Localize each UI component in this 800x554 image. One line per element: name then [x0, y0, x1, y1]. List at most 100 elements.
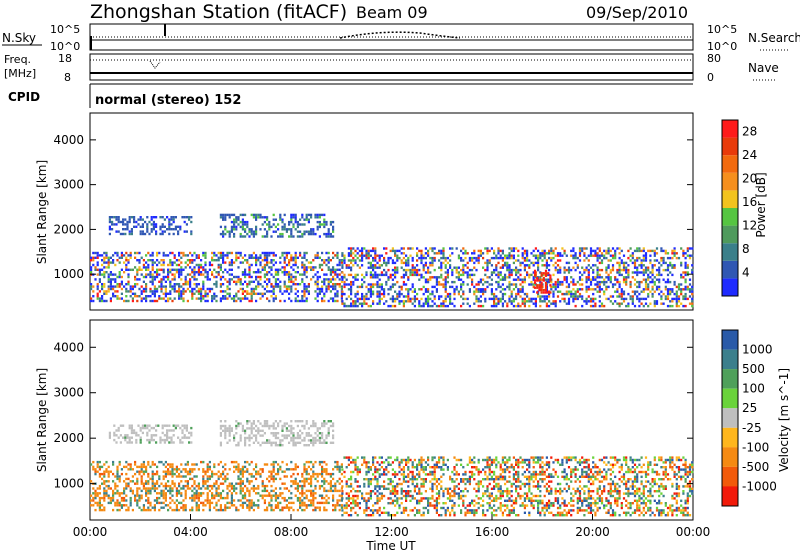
echo-cell [574, 261, 577, 265]
echo-cell [539, 280, 542, 284]
echo-cell [307, 283, 310, 286]
echo-cell [136, 251, 139, 255]
echo-cell [137, 218, 140, 221]
echo-cell [195, 508, 198, 512]
echo-cell [618, 295, 621, 298]
echo-cell [215, 275, 218, 279]
echo-cell [618, 304, 621, 308]
echo-cell [581, 266, 584, 269]
echo-cell [266, 422, 269, 425]
echo-cell [235, 299, 238, 303]
echo-cell [316, 480, 319, 483]
echo-cell [239, 235, 242, 238]
echo-cell [350, 247, 353, 250]
echo-cell [369, 482, 372, 486]
echo-cell [113, 438, 116, 442]
echo-cell [542, 279, 545, 282]
echo-cell [158, 261, 161, 264]
echo-cell [126, 436, 129, 439]
echo-cell [200, 266, 203, 269]
echo-cell [521, 285, 524, 289]
echo-cell [552, 264, 555, 267]
echo-cell [402, 252, 405, 255]
echo-cell [336, 299, 339, 303]
echo-cell [442, 304, 445, 308]
echo-cell [446, 268, 449, 272]
echo-cell [629, 254, 632, 257]
echo-cell [235, 482, 238, 485]
echo-cell [130, 431, 133, 435]
echo-cell [296, 256, 299, 259]
echo-cell [422, 268, 425, 272]
echo-cell [145, 287, 148, 291]
echo-cell [545, 295, 548, 298]
echo-cell [246, 427, 249, 430]
echo-cell [107, 487, 110, 490]
echo-cell [528, 273, 531, 277]
nsearch-tick-bottom: 10^0 [707, 40, 737, 53]
echo-cell [172, 218, 175, 221]
echo-cell [246, 261, 249, 264]
echo-cell [585, 247, 588, 250]
echo-cell [277, 278, 280, 281]
echo-cell [409, 247, 412, 250]
echo-cell [402, 283, 405, 286]
echo-cell [184, 494, 187, 497]
echo-cell [369, 295, 372, 298]
echo-cell [252, 434, 255, 437]
echo-cell [213, 482, 216, 485]
echo-cell [235, 216, 238, 219]
echo-cell [651, 249, 654, 253]
echo-cell [109, 287, 112, 291]
echo-cell [263, 508, 266, 512]
echo-cell [222, 275, 225, 279]
echo-cell [219, 283, 222, 286]
echo-cell [96, 292, 99, 295]
echo-cell [255, 487, 258, 490]
echo-cell [171, 263, 174, 267]
echo-cell [307, 499, 310, 502]
echo-cell [581, 283, 584, 286]
echo-cell [354, 478, 357, 481]
echo-cell [138, 259, 141, 262]
echo-cell [185, 223, 188, 226]
echo-cell [228, 273, 231, 276]
echo-cell [285, 422, 288, 425]
echo-cell [367, 468, 370, 471]
echo-cell [303, 482, 306, 485]
echo-cell [307, 472, 310, 476]
echo-cell [327, 261, 330, 264]
echo-cell [252, 468, 255, 471]
echo-cell [115, 434, 118, 437]
echo-cell [270, 290, 273, 293]
echo-cell [184, 280, 187, 283]
echo-cell [141, 424, 144, 427]
echo-cell [449, 264, 452, 267]
echo-cell [270, 496, 273, 500]
echo-cell [274, 436, 277, 440]
echo-cell [239, 484, 242, 488]
echo-cell [517, 249, 520, 253]
echo-cell [347, 295, 350, 298]
echo-cell [576, 264, 579, 267]
echo-cell [356, 485, 359, 488]
echo-cell [175, 487, 178, 490]
echo-cell [664, 288, 667, 291]
echo-cell [292, 283, 295, 286]
nsky-panel: N.Sky 10^5 10^0 10^5 10^0 N.Search [2, 23, 800, 53]
echo-cell [508, 295, 511, 298]
echo-cell [521, 256, 524, 260]
echo-cell [303, 439, 306, 442]
echo-cell [341, 497, 344, 500]
echo-cell [173, 482, 176, 485]
echo-cell [112, 508, 115, 512]
echo-cell [241, 225, 244, 229]
echo-cell [107, 266, 110, 269]
echo-cell [255, 261, 258, 264]
echo-cell [174, 424, 177, 427]
echo-cell [153, 261, 156, 264]
echo-cell [332, 484, 335, 488]
echo-cell [235, 487, 238, 490]
echo-cell [407, 264, 410, 267]
echo-cell [420, 256, 423, 260]
